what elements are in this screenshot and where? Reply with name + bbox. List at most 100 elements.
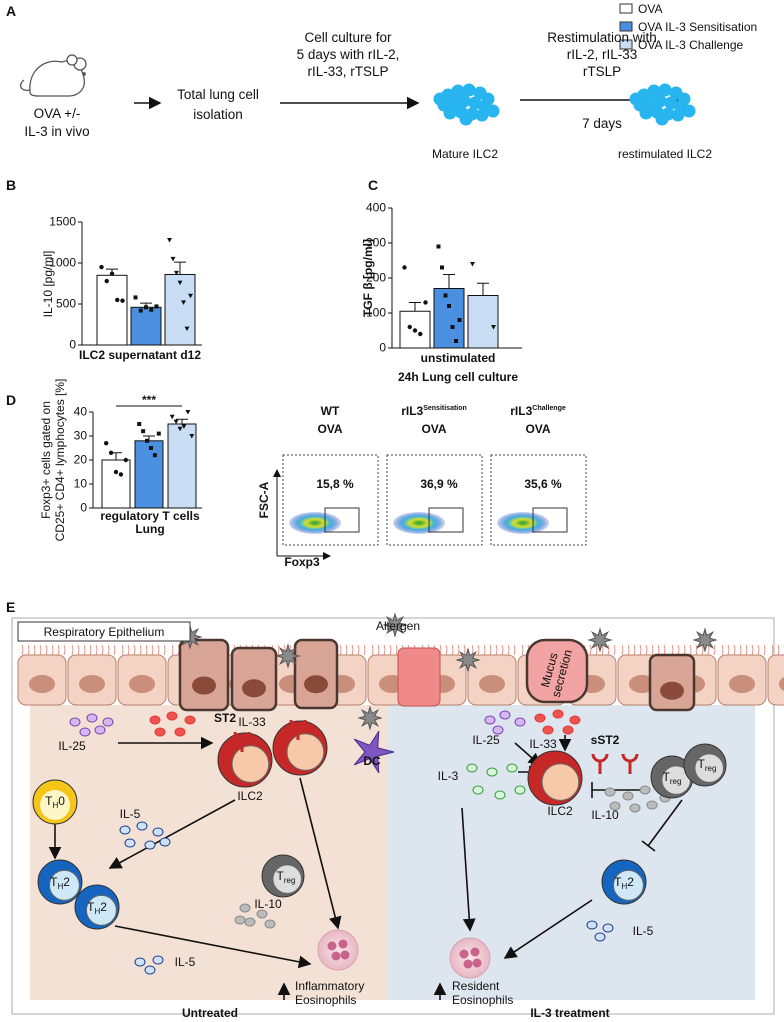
bar	[134, 440, 164, 509]
cilium	[501, 644, 504, 656]
cilium	[83, 644, 86, 656]
cilium	[77, 644, 80, 656]
cytokine-label: IL-5	[175, 955, 196, 969]
cilium	[683, 644, 686, 656]
nucleus	[729, 675, 755, 693]
step-text: rIL-2, rIL-33	[567, 47, 638, 62]
cytokine	[472, 785, 484, 795]
eosinophil	[449, 937, 491, 979]
step-text: 5 days with rIL-2,	[297, 47, 400, 62]
cell-population	[289, 512, 341, 534]
y-tick-label: 1000	[49, 256, 76, 270]
data-point	[118, 472, 124, 477]
cilium	[377, 644, 380, 656]
plot-title: rIL3	[510, 404, 532, 418]
data-point	[152, 453, 157, 458]
y-axis-label: CD25+ CD4+ lymphocytes [%]	[53, 379, 67, 542]
plot-title: rIL3Challenge	[510, 404, 566, 418]
y-tick-label: 40	[74, 405, 88, 419]
cilium	[695, 644, 698, 656]
subtitle: 24h Lung cell culture	[398, 370, 518, 384]
data-point	[457, 318, 462, 322]
cytokine-label: IL-10	[591, 808, 619, 822]
cilium	[677, 644, 680, 656]
data-point	[169, 414, 175, 420]
cilium	[713, 644, 716, 656]
cilium	[477, 644, 480, 656]
x-axis-label: Lung	[135, 522, 164, 536]
y-axis-label: Foxp3+ cells gated on	[39, 401, 53, 519]
cilium	[45, 644, 48, 656]
cell-label: TH0	[45, 794, 65, 810]
cell-label: 2	[63, 875, 70, 889]
data-point	[174, 270, 179, 276]
cilium	[139, 644, 142, 656]
data-point	[137, 422, 142, 426]
cilium	[395, 644, 398, 656]
cilium	[463, 644, 466, 656]
cytokine	[569, 715, 581, 725]
cell	[647, 84, 661, 98]
arrow	[114, 925, 312, 969]
significance-label: ***	[142, 393, 156, 407]
cell-label: Inflammatory	[295, 979, 364, 993]
y-tick-label: 0	[69, 338, 76, 352]
cell-label: Resident	[452, 979, 500, 993]
data-point	[141, 429, 146, 434]
receptor-label: ST2	[214, 711, 236, 725]
cell-cluster	[433, 83, 500, 126]
cytokine	[79, 727, 91, 737]
granule	[327, 941, 337, 951]
cilium	[157, 644, 160, 656]
cilium	[51, 644, 54, 656]
step-text: Restimulation with	[547, 30, 657, 45]
y-tick-label: 300	[366, 236, 386, 250]
granule	[331, 951, 341, 961]
data-point	[402, 265, 407, 270]
data-point	[148, 446, 153, 450]
cilium	[733, 644, 736, 656]
cytokine-label: IL-33	[529, 737, 557, 751]
granule	[459, 949, 469, 959]
bar	[164, 273, 196, 346]
cell	[447, 96, 461, 110]
cytokine	[119, 825, 131, 835]
cell-label: T	[614, 875, 622, 889]
cytokine	[136, 821, 148, 831]
panel-label: D	[6, 392, 16, 408]
cytokine	[534, 713, 546, 723]
data-point	[491, 325, 496, 330]
cytokine	[594, 932, 606, 942]
legend-label: OVA	[638, 2, 662, 16]
y-tick-label: 0	[80, 501, 87, 515]
cell-label: Eosinophils	[295, 993, 356, 1007]
cilium	[127, 644, 130, 656]
cytokine	[159, 837, 171, 847]
plot-title: rIL3	[401, 404, 423, 418]
receptor	[233, 731, 251, 752]
receptor	[289, 719, 307, 740]
nucleus	[660, 681, 684, 700]
data-point	[440, 265, 444, 270]
cilium	[633, 644, 636, 656]
cytokine	[124, 838, 136, 848]
panel-label: C	[368, 177, 378, 193]
cytokine	[94, 725, 106, 735]
damaged-cell	[178, 638, 230, 712]
receptor	[621, 753, 639, 774]
cytokine	[134, 957, 146, 967]
cytokine	[264, 919, 276, 929]
step-text: OVA +/-	[34, 106, 81, 121]
allergen	[382, 612, 408, 638]
cell-label: T	[45, 794, 53, 808]
data-point	[184, 326, 190, 332]
condition-label: Untreated	[182, 1006, 238, 1020]
step-text: restimulated ILC2	[618, 147, 712, 161]
cell-core	[612, 869, 644, 901]
cell-label: H	[621, 882, 627, 891]
cilium	[483, 644, 486, 656]
cytokine	[256, 909, 268, 919]
cytokine	[609, 801, 621, 811]
cilium	[763, 644, 766, 656]
